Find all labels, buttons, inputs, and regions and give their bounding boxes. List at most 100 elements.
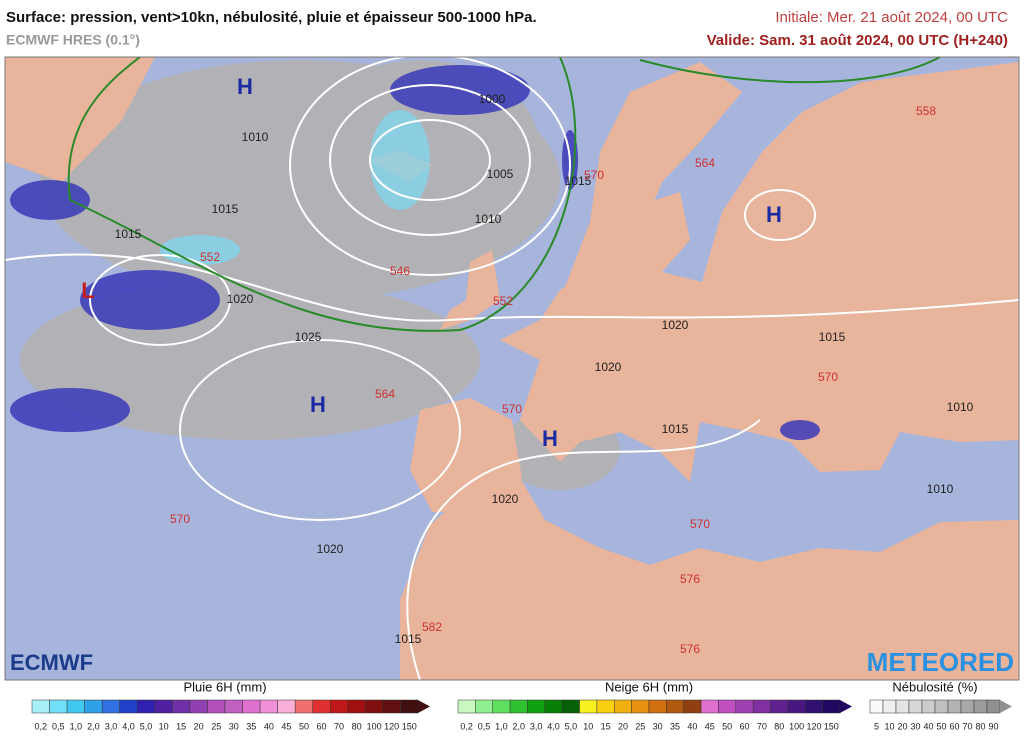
legend-swatch	[330, 699, 349, 714]
legend-label: 3,0	[530, 721, 543, 731]
legend-label: 40	[264, 721, 274, 731]
legend-label: 60	[949, 721, 959, 731]
legend-label: 10	[159, 721, 169, 731]
isobar-label: 1000	[479, 92, 506, 106]
legend-label: 4,0	[547, 721, 560, 731]
legend-title: Nébulosité (%)	[892, 679, 977, 694]
legend-swatch	[718, 699, 737, 714]
legend-label: 120	[806, 721, 821, 731]
legend-swatch	[960, 699, 975, 714]
high-pressure: H	[310, 392, 326, 417]
legend-swatch	[509, 699, 528, 714]
low-pressure: L	[81, 278, 94, 303]
legend-swatch	[224, 699, 243, 714]
legend-swatch	[544, 699, 563, 714]
isobar-label: 1015	[115, 227, 142, 241]
legend-label: 80	[352, 721, 362, 731]
legend-label: 60	[739, 721, 749, 731]
legend-label: 40	[687, 721, 697, 731]
legend-swatch	[735, 699, 754, 714]
legend-label: 35	[670, 721, 680, 731]
valid-time: Valide: Sam. 31 août 2024, 00 UTC (H+240…	[707, 32, 1008, 49]
legend-swatch	[382, 699, 401, 714]
model: ECMWF HRES (0.1°)	[6, 32, 140, 48]
legend-label: 0,2	[460, 721, 473, 731]
legend-swatch	[921, 699, 936, 714]
thickness-label: 558	[916, 104, 936, 118]
legend-swatch	[527, 699, 546, 714]
legend-swatch	[347, 699, 366, 714]
legend-label: 4,0	[122, 721, 135, 731]
legend-label: 10	[583, 721, 593, 731]
legend-label: 0,2	[35, 721, 48, 731]
legend-swatch	[787, 699, 806, 714]
legend-swatch	[666, 699, 684, 714]
legend-swatch	[882, 699, 897, 714]
legend-label: 80	[774, 721, 784, 731]
legend-swatch	[700, 699, 719, 714]
thickness-label: 576	[680, 642, 700, 656]
land	[5, 57, 1019, 680]
legend-swatch	[579, 699, 598, 714]
initial-time: Initiale: Mer. 21 août 2024, 00 UTC	[775, 9, 1008, 26]
isobar-label: 1015	[395, 632, 422, 646]
legend-swatch	[66, 699, 85, 714]
legend-swatch	[908, 699, 923, 714]
legend-label: 45	[705, 721, 715, 731]
legend-swatch	[648, 699, 667, 714]
thickness-label: 564	[695, 156, 715, 170]
legend-swatch	[683, 699, 702, 714]
legend-swatch	[277, 699, 296, 714]
isobar-label: 1010	[927, 482, 954, 496]
legend-label: 5	[874, 721, 879, 731]
legend-swatch	[986, 699, 1001, 714]
isobar-label: 1015	[212, 202, 239, 216]
isobar-label: 1020	[492, 492, 519, 506]
isobar-label: 1025	[295, 330, 322, 344]
isobar-label: 1020	[227, 292, 254, 306]
legend-swatch	[752, 699, 771, 714]
legend-swatch	[770, 699, 789, 714]
legend-label: 2,0	[87, 721, 100, 731]
thickness-label: 576	[680, 572, 700, 586]
legend-label: 20	[618, 721, 628, 731]
thickness-label: 570	[170, 512, 190, 526]
legend-swatch	[259, 699, 278, 714]
legend-label: 15	[176, 721, 186, 731]
legend-swatch	[614, 699, 632, 714]
legend-swatch	[119, 699, 138, 714]
logo-left: ECMWF	[10, 650, 93, 675]
legend-label: 50	[722, 721, 732, 731]
title: Surface: pression, vent>10kn, nébulosité…	[6, 9, 537, 26]
legend-swatch	[172, 699, 191, 714]
legend-label: 150	[402, 721, 417, 731]
legend-swatch	[31, 699, 50, 714]
legend-swatch	[596, 699, 615, 714]
isobar-label: 1020	[595, 360, 622, 374]
high-pressure: H	[766, 202, 782, 227]
legend-label: 1,0	[495, 721, 508, 731]
legend-swatch	[101, 699, 120, 714]
legend-swatch	[947, 699, 962, 714]
legend-title: Neige 6H (mm)	[605, 679, 693, 694]
legend-label: 80	[975, 721, 985, 731]
legend-label: 1,0	[70, 721, 83, 731]
legend-swatch	[895, 699, 910, 714]
legend-label: 40	[923, 721, 933, 731]
legend-label: 100	[789, 721, 804, 731]
legend-swatch	[631, 699, 650, 714]
legend-swatch	[137, 699, 156, 714]
legend-swatch	[207, 699, 226, 714]
map: ECMWF METEORED	[4, 56, 1020, 681]
thickness-label: 546	[390, 264, 410, 278]
thickness-552	[67, 57, 941, 332]
isobar-label: 1015	[819, 330, 846, 344]
thickness-label: 552	[200, 250, 220, 264]
legend-swatch	[189, 699, 208, 714]
map-border	[4, 56, 1020, 681]
legend-label: 70	[962, 721, 972, 731]
legend-label: 30	[910, 721, 920, 731]
legend-label: 150	[824, 721, 839, 731]
legend-swatch	[492, 699, 511, 714]
